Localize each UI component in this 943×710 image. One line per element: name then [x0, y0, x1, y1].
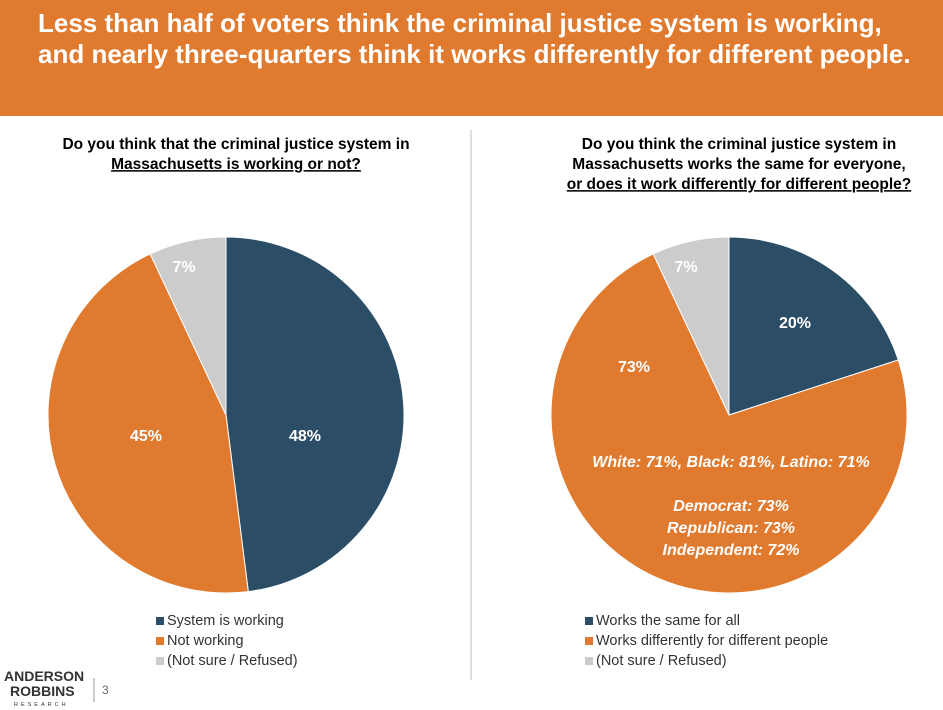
logo-line: ANDERSON	[4, 668, 84, 684]
legend-label: Not working	[167, 633, 244, 649]
legend-swatch	[156, 657, 164, 665]
annotation: White: 71%, Black: 81%, Latino: 71%	[592, 454, 869, 471]
annotation: Independent: 72%	[663, 542, 800, 559]
slide-title: Less than half of voters think the crimi…	[38, 8, 911, 69]
chart-title: Do you think the criminal justice system…	[582, 136, 896, 153]
annotation: Democrat: 73%	[673, 498, 789, 515]
value-label: 73%	[618, 359, 650, 376]
value-label: 45%	[130, 428, 162, 445]
logo-line: ROBBINS	[10, 683, 75, 699]
pie-slice	[728, 236, 899, 416]
chart-title: Do you think that the criminal justice s…	[62, 136, 409, 153]
pie-slice	[149, 236, 227, 416]
header-band: Less than half of voters think the crimi…	[0, 0, 943, 116]
legend-label: System is working	[167, 613, 284, 629]
value-label: 7%	[674, 259, 697, 276]
legend-label: Works the same for all	[596, 613, 740, 629]
legend-label: (Not sure / Refused)	[596, 653, 727, 669]
logo-line: RESEARCH	[14, 702, 69, 708]
legend-swatch	[156, 617, 164, 625]
pie-slice	[652, 236, 730, 416]
legend-swatch	[156, 637, 164, 645]
legend-label: Works differently for different people	[596, 633, 828, 649]
value-label: 20%	[779, 315, 811, 332]
legend-swatch	[585, 637, 593, 645]
chart-title: Massachusetts is working or not?	[111, 156, 361, 173]
chart-title: Massachusetts works the same for everyon…	[572, 156, 905, 173]
pie-slice	[550, 253, 908, 594]
value-label: 48%	[289, 428, 321, 445]
pie-slice	[47, 253, 249, 594]
pie-slice	[225, 236, 405, 593]
legend-swatch	[585, 617, 593, 625]
page-number: 3	[102, 683, 109, 697]
annotation: Republican: 73%	[667, 520, 795, 537]
value-label: 7%	[172, 259, 195, 276]
legend-label: (Not sure / Refused)	[167, 653, 298, 669]
chart-title: or does it work differently for differen…	[567, 176, 911, 193]
legend-swatch	[585, 657, 593, 665]
